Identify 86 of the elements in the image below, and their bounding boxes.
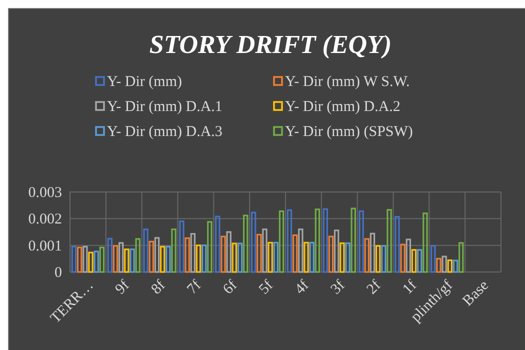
bar xyxy=(340,242,345,273)
bar xyxy=(207,221,212,273)
bar xyxy=(250,212,256,273)
bar xyxy=(334,230,340,273)
bar xyxy=(381,245,386,273)
bar xyxy=(358,210,364,273)
x-tick-label: 3f xyxy=(328,278,348,298)
bar xyxy=(154,237,160,273)
bar xyxy=(386,209,392,273)
bar xyxy=(237,242,243,273)
y-tick-label: 0.003 xyxy=(28,185,62,201)
bar xyxy=(201,244,207,273)
bar xyxy=(82,246,88,273)
bar xyxy=(232,242,238,273)
bar xyxy=(273,242,279,273)
bar xyxy=(370,232,376,273)
bar xyxy=(447,259,453,273)
bar xyxy=(394,216,400,273)
bar xyxy=(179,220,184,273)
bar xyxy=(262,228,268,273)
bar xyxy=(148,240,154,273)
legend-label: Y- Dir (mm) (SPSW) xyxy=(285,124,413,140)
bar xyxy=(220,236,226,273)
bar xyxy=(171,228,176,273)
bar xyxy=(184,237,190,273)
bar xyxy=(298,228,304,273)
x-tick-label: 8f xyxy=(148,278,169,298)
bar xyxy=(411,249,417,273)
bar xyxy=(166,246,171,273)
bar xyxy=(215,216,220,273)
bar xyxy=(190,233,196,273)
bar xyxy=(118,242,124,273)
bar xyxy=(94,250,99,273)
bar xyxy=(130,248,135,273)
bar xyxy=(350,208,356,273)
bar xyxy=(242,214,248,273)
bar xyxy=(345,242,350,273)
bar xyxy=(226,231,232,273)
bar xyxy=(143,228,148,273)
bar xyxy=(400,244,406,273)
bar xyxy=(328,236,334,273)
bar xyxy=(458,242,464,273)
bar xyxy=(268,242,273,273)
x-tick-label: 7f xyxy=(184,278,205,298)
legend-label: Y- Dir (mm) D.A.2 xyxy=(285,99,400,115)
bar xyxy=(430,245,436,273)
legend-label: Y- Dir (mm) D.A.3 xyxy=(107,124,222,140)
y-tick-label: 0.001 xyxy=(28,238,62,254)
legend-label: Y- Dir (mm) D.A.1 xyxy=(107,99,222,115)
bar xyxy=(364,238,370,273)
bar xyxy=(416,249,422,273)
bar xyxy=(304,242,309,273)
bar xyxy=(309,242,314,273)
bar xyxy=(71,246,77,273)
bar xyxy=(135,238,140,273)
bar xyxy=(112,245,118,273)
bar xyxy=(88,252,94,273)
bar xyxy=(375,245,381,273)
bar xyxy=(256,234,262,273)
bar xyxy=(322,208,328,273)
x-tick-label: 4f xyxy=(292,278,312,298)
x-tick-label: Base xyxy=(460,277,492,310)
bar xyxy=(286,209,292,273)
bar xyxy=(292,234,298,273)
legend-label: Y- Dir (mm) W S.W. xyxy=(285,74,410,90)
y-tick-label: 0.002 xyxy=(28,212,62,228)
bar xyxy=(99,246,105,273)
x-tick-label: 2f xyxy=(364,278,384,298)
bar xyxy=(76,246,82,273)
y-tick-label: 0 xyxy=(54,265,62,281)
bar xyxy=(442,256,447,273)
bar xyxy=(124,248,130,273)
legend-label: Y- Dir (mm) xyxy=(107,74,182,90)
x-tick-label: 9f xyxy=(112,278,133,298)
chart-title: STORY DRIFT (EQY) xyxy=(149,30,392,59)
bar xyxy=(196,244,202,273)
bar xyxy=(278,210,284,273)
bar xyxy=(422,212,428,273)
bar xyxy=(406,238,412,273)
bar xyxy=(314,208,320,273)
x-tick-label: 5f xyxy=(256,278,276,298)
bar xyxy=(107,238,113,273)
x-tick-label: 6f xyxy=(220,278,240,298)
bar xyxy=(436,258,442,273)
bar xyxy=(452,260,458,273)
bar xyxy=(160,246,166,273)
